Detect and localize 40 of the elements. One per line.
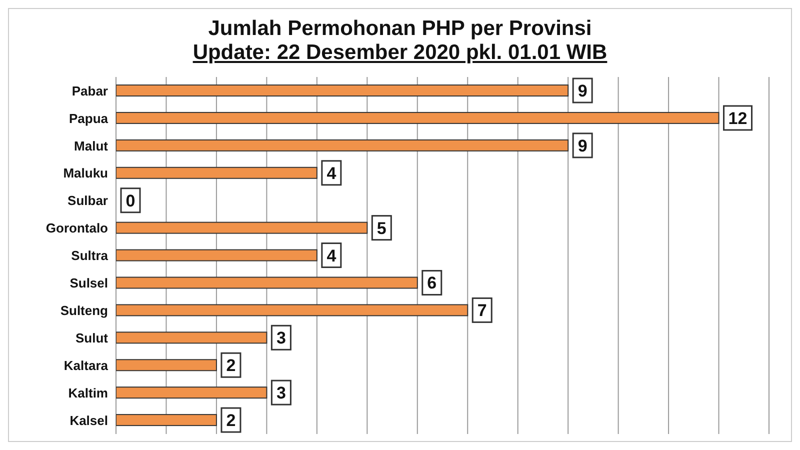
data-label: 2	[226, 411, 236, 430]
data-label: 12	[728, 108, 748, 128]
data-label: 7	[477, 301, 487, 320]
y-tick-label: Kalsel	[70, 412, 108, 428]
bar	[116, 166, 318, 179]
y-tick-label: Maluku	[63, 166, 108, 181]
data-label: 9	[578, 82, 588, 100]
bar	[116, 249, 318, 262]
bar	[116, 222, 368, 234]
y-tick-label: Sulut	[76, 330, 109, 346]
data-label: 3	[276, 328, 286, 348]
y-tick-label: Kaltara	[64, 358, 109, 373]
data-label: 4	[326, 246, 337, 266]
y-tick-label: Kaltim	[68, 385, 108, 400]
y-tick-label: Sultra	[71, 248, 109, 264]
y-tick-label: Gorontalo	[46, 220, 108, 236]
bar	[116, 139, 569, 152]
bar	[116, 304, 468, 316]
y-tick-label: Sulsel	[70, 276, 108, 291]
y-tick-label: Malut	[74, 138, 109, 154]
bar	[116, 414, 217, 426]
y-tick-label: Papua	[68, 110, 109, 126]
y-tick-label: Sulteng	[60, 303, 108, 318]
data-label: 9	[578, 136, 588, 156]
bar	[116, 112, 720, 124]
bar	[116, 359, 217, 372]
y-tick-label: Pabar	[72, 83, 108, 98]
chart-subtitle: Update: 22 Desember 2020 pkl. 01.01 WIB	[192, 41, 608, 65]
y-tick-label: Sulbar	[68, 193, 108, 208]
bar	[116, 332, 268, 344]
chart-title: Jumlah Permohonan PHP per Provinsi	[207, 17, 593, 41]
bar	[116, 84, 569, 96]
bar	[116, 276, 418, 289]
data-label: 6	[427, 274, 437, 293]
data-label: 4	[326, 164, 337, 183]
bar	[116, 386, 268, 399]
data-label: 3	[276, 384, 286, 403]
data-label: 2	[226, 356, 236, 376]
data-label: 0	[126, 191, 136, 210]
data-label: 5	[376, 218, 386, 238]
